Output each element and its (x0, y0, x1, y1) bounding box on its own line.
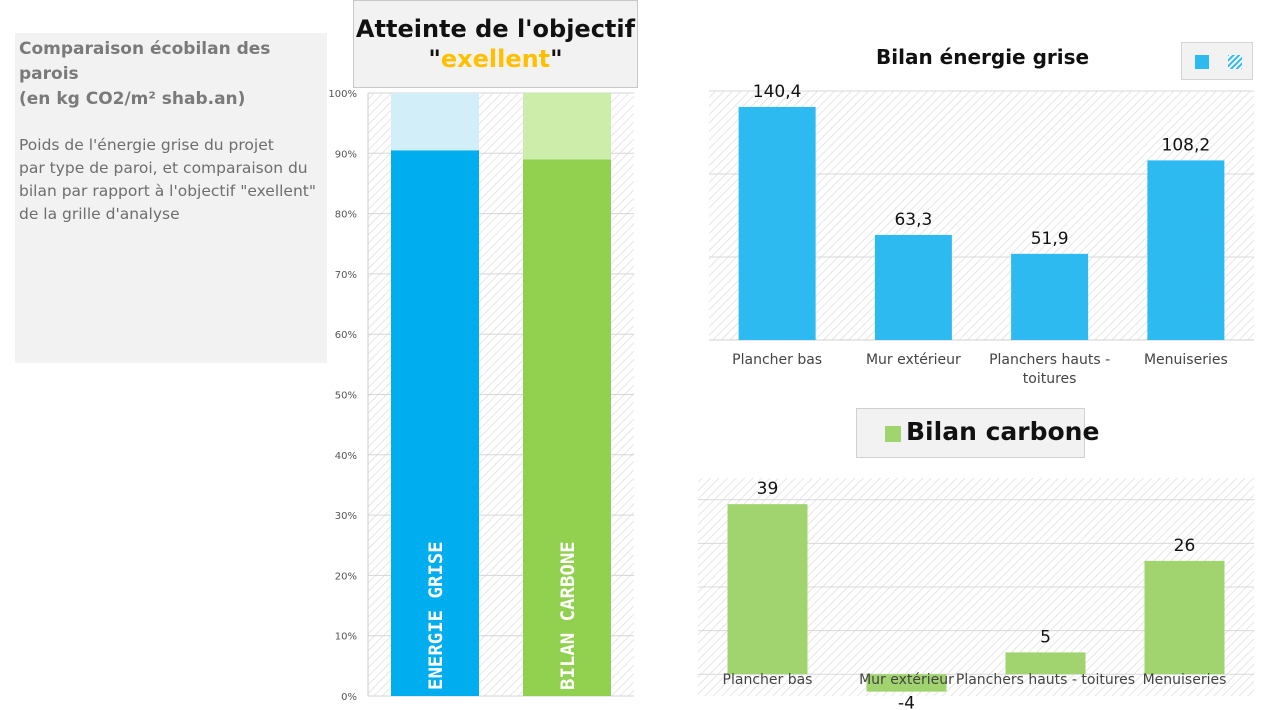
bar-category-label: ENERGIE GRISE (425, 541, 447, 690)
y-tick-label: 0% (341, 692, 357, 703)
description-panel: Comparaison écobilan des parois (en kg C… (15, 33, 327, 363)
goal-chart-title: Atteinte de l'objectif (355, 15, 636, 43)
panel-description: Poids de l'énergie grise du projet par t… (19, 136, 316, 223)
data-label: 26 (1174, 536, 1196, 556)
goal-chart-subtitle: "exellent" (354, 44, 637, 74)
y-tick-label: 60% (335, 330, 357, 341)
data-label: 51,9 (1031, 229, 1069, 249)
x-tick-label: Mur extérieur (859, 672, 954, 688)
x-tick-label: Menuiseries (1143, 672, 1227, 688)
y-tick-label: 100% (328, 89, 357, 100)
stacked-bar-achieved (391, 150, 479, 696)
x-tick-label: Plancher bas (723, 672, 813, 688)
goal-chart-header: Atteinte de l'objectif "exellent" (353, 0, 638, 88)
x-tick-label: Menuiseries (1144, 352, 1228, 368)
quote-close: " (550, 45, 563, 73)
y-tick-label: 50% (335, 391, 357, 402)
x-tick-label: Planchers hauts - toitures (956, 672, 1135, 688)
y-tick-label: 80% (335, 210, 357, 221)
energy-chart-title: Bilan énergie grise (876, 45, 1090, 69)
energy-bar (874, 234, 952, 340)
stacked-bar-remaining (391, 93, 479, 151)
energy-legend-icons (1195, 55, 1242, 69)
y-tick-label: 90% (335, 149, 357, 160)
carbon-bar (1144, 560, 1225, 675)
stacked-bar-achieved (523, 159, 611, 696)
data-label: 39 (757, 479, 779, 499)
data-label: 108,2 (1162, 135, 1211, 155)
y-tick-label: 70% (335, 270, 357, 281)
panel-title: Comparaison écobilan des parois (en kg C… (19, 39, 271, 109)
stacked-bar-remaining (523, 93, 611, 160)
y-tick-label: 10% (335, 632, 357, 643)
data-label: 63,3 (894, 210, 932, 230)
data-label: 5 (1040, 627, 1051, 647)
data-label: 140,4 (753, 82, 802, 102)
x-tick-label: Planchers hauts - (989, 352, 1110, 368)
carbon-chart-legend: Bilan carbone (856, 408, 1099, 458)
carbon-bar (727, 504, 808, 675)
goal-accent-word: exellent (440, 45, 551, 73)
hatched-square-icon (1228, 55, 1242, 69)
energy-bar (1147, 160, 1225, 340)
bar-category-label: BILAN CARBONE (557, 541, 579, 690)
y-tick-label: 20% (335, 571, 357, 582)
quote-open: " (428, 45, 441, 73)
y-tick-label: 30% (335, 511, 357, 522)
energy-chart-legend (1181, 42, 1253, 80)
y-tick-label: 40% (335, 451, 357, 462)
energy-bar (1011, 253, 1089, 340)
solid-square-icon (1195, 55, 1209, 69)
x-tick-label: toitures (1023, 371, 1077, 387)
x-tick-label: Mur extérieur (866, 352, 961, 368)
carbon-bar (866, 674, 947, 692)
carbon-bar (1005, 652, 1086, 675)
carbon-legend-label: Bilan carbone (906, 417, 1100, 446)
data-label: -4 (898, 694, 915, 710)
energy-bar (738, 106, 816, 340)
x-tick-label: Plancher bas (732, 352, 822, 368)
carbon-legend-swatch (885, 426, 901, 442)
